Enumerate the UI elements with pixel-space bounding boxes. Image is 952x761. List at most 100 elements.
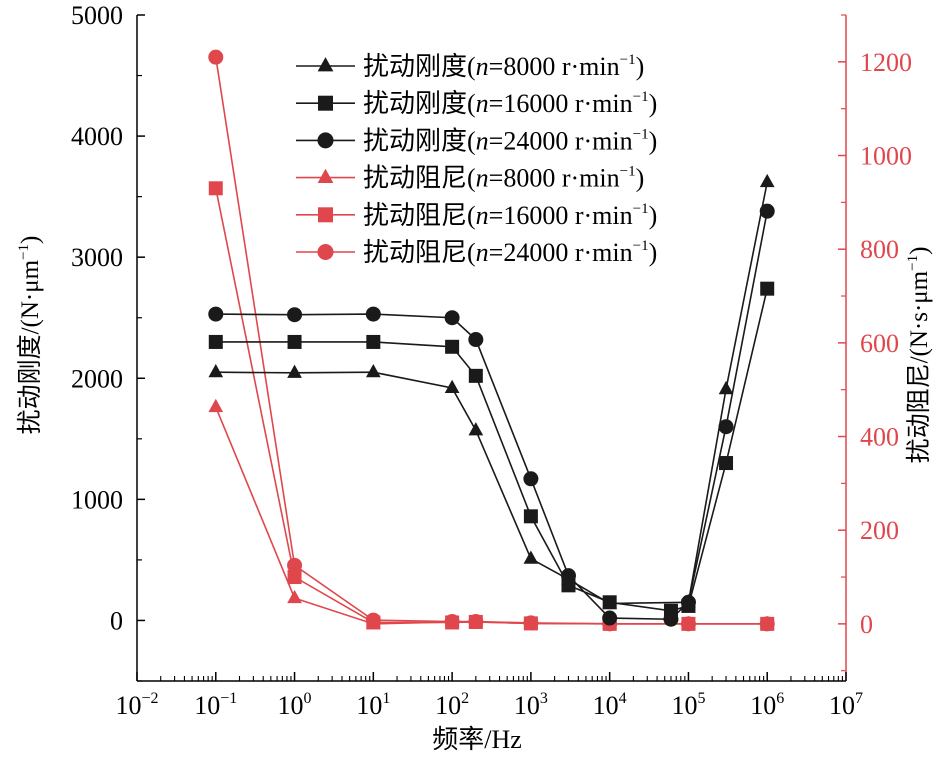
legend-label-part: ) (649, 126, 658, 155)
legend-label: 扰动阻尼(n=16000 r·min−1) (363, 201, 657, 230)
legend-label-part: 扰动刚度( (363, 52, 476, 81)
x-tick-base: 10 (750, 691, 776, 720)
right-y-axis: 0 200 400 600 800 1000 1200 (838, 14, 912, 672)
legend-label-part: ) (649, 238, 658, 267)
legend-label-part: n (476, 52, 489, 81)
data-point (287, 334, 302, 349)
data-point (560, 568, 576, 584)
legend-label-part: 扰动刚度( (363, 89, 476, 118)
x-tick-exponent: 5 (697, 690, 705, 707)
legend-label-part: −1 (633, 126, 649, 142)
data-point (468, 614, 484, 630)
legend-label-part: =24000 r·min (489, 238, 633, 267)
x-tick-label: 10−1 (194, 690, 237, 720)
legend-label-part: n (476, 164, 489, 193)
data-point (602, 610, 618, 626)
legend-label-part: =8000 r·min (489, 52, 620, 81)
data-point (287, 557, 303, 573)
x-tick-exponent: 3 (540, 690, 548, 707)
x-tick-label: 101 (356, 690, 390, 720)
legend-label-part: −1 (620, 164, 636, 180)
data-point (523, 615, 539, 631)
x-tick-label: 106 (750, 690, 784, 720)
right-y-axis-title-main: 扰动阻尼/(N·s·μm (905, 270, 933, 463)
x-tick-exponent: 6 (776, 690, 784, 707)
legend-marker (318, 95, 333, 111)
x-tick-exponent: 2 (461, 690, 469, 707)
data-point (468, 422, 484, 436)
data-point (208, 181, 223, 196)
data-point (208, 334, 223, 349)
x-tick-base: 10 (593, 691, 619, 720)
legend-label-part: ) (636, 52, 645, 81)
right-tick-label: 1200 (860, 48, 912, 77)
legend-marker (317, 57, 334, 72)
x-tick-exponent: −2 (141, 690, 158, 707)
x-tick-exponent: 4 (619, 690, 627, 707)
data-point (444, 310, 460, 326)
x-tick-label: 102 (435, 690, 469, 720)
data-point (287, 570, 302, 585)
data-point (718, 419, 734, 435)
data-point (719, 456, 734, 471)
data-point (760, 281, 775, 296)
x-tick-base: 10 (356, 691, 382, 720)
x-tick-label: 100 (278, 690, 312, 720)
legend-label-part: =16000 r·min (489, 89, 633, 118)
legend-label-part: n (476, 201, 489, 230)
data-point (365, 612, 381, 628)
legend-label-part: 扰动阻尼( (363, 238, 476, 267)
x-tick-base: 10 (278, 691, 304, 720)
legend-item: 扰动阻尼(n=16000 r·min−1) (296, 201, 657, 230)
right-tick-label: 600 (860, 329, 899, 358)
x-tick-exponent: −1 (220, 690, 237, 707)
data-point (759, 173, 775, 188)
plot-frame (136, 15, 847, 682)
x-tick-label: 104 (593, 690, 627, 720)
right-y-axis-title: 扰动阻尼/(N·s·μm−1) (905, 247, 933, 464)
data-point (445, 339, 460, 354)
x-axis-title: 频率/Hz (432, 725, 522, 754)
x-tick-base: 10 (194, 691, 220, 720)
data-point (365, 363, 381, 378)
legend-label-part: =8000 r·min (489, 164, 620, 193)
legend-label-part: n (476, 89, 489, 118)
data-point (468, 368, 483, 383)
x-tick-base: 10 (829, 691, 855, 720)
data-point (366, 334, 381, 349)
x-tick-label: 10−2 (115, 690, 158, 720)
data-point (365, 306, 381, 322)
left-y-axis-title-end: ) (17, 236, 44, 244)
data-point (523, 509, 538, 524)
data-point (718, 380, 734, 395)
data-point (287, 364, 302, 378)
x-tick-label: 105 (671, 690, 705, 720)
data-point (208, 306, 224, 322)
legend-label-part: =16000 r·min (489, 201, 633, 230)
left-tick-label: 0 (110, 606, 123, 635)
data-point (759, 616, 775, 632)
data-point (287, 589, 302, 604)
left-tick-label: 1000 (71, 485, 123, 514)
legend-label-part: −1 (633, 201, 649, 217)
x-tick-label: 107 (829, 690, 863, 720)
left-y-axis-title-main: 扰动刚度/(N·μm (16, 259, 44, 434)
right-tick-label: 0 (860, 610, 873, 639)
legend-label-part: ) (636, 164, 645, 193)
data-point (523, 471, 539, 487)
x-tick-base: 10 (671, 691, 697, 720)
data-point (680, 616, 696, 632)
legend-label-part: −1 (620, 52, 636, 68)
data-point (663, 611, 679, 627)
legend-label-part: ) (649, 201, 658, 230)
right-tick-label: 1000 (860, 142, 912, 171)
data-point (444, 614, 460, 630)
left-tick-label: 3000 (71, 243, 123, 272)
x-tick-exponent: 1 (382, 690, 390, 707)
legend-marker (317, 132, 334, 149)
legend-marker (318, 207, 333, 223)
left-tick-label: 5000 (71, 1, 123, 30)
legend-label: 扰动阻尼(n=24000 r·min−1) (363, 238, 657, 267)
series-line (215, 288, 769, 612)
